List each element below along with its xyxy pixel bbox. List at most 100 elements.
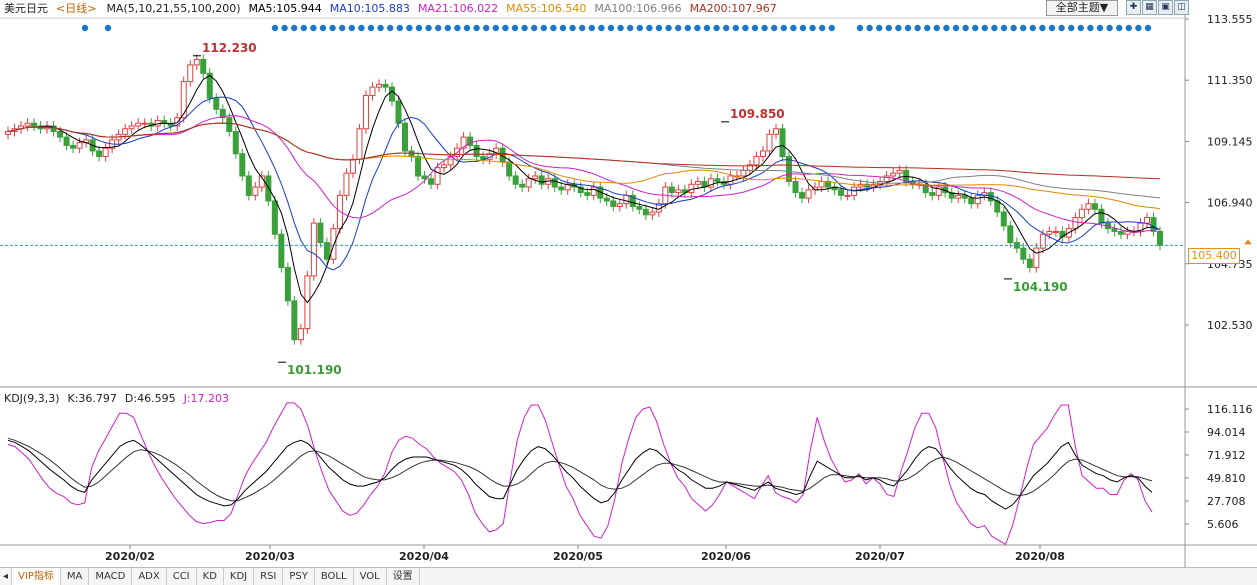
candle-body <box>629 194 636 207</box>
candle-body <box>219 108 226 119</box>
candle-body <box>1085 203 1092 210</box>
date-label: 2020/07 <box>855 550 905 563</box>
signal-dot <box>387 24 394 32</box>
ma10-value: MA10:105.883 <box>329 2 410 15</box>
signal-dot <box>104 24 112 32</box>
candle-body <box>252 186 259 196</box>
candle-body <box>245 175 252 196</box>
signal-dot <box>454 24 461 32</box>
candle-body <box>102 147 109 158</box>
tab-vip[interactable]: VIP指标 <box>12 568 61 585</box>
window-layout-icon[interactable]: ▣ <box>1158 0 1173 15</box>
tab-vol[interactable]: VOL <box>354 568 387 585</box>
signal-dot <box>406 24 413 32</box>
tab-kd[interactable]: KD <box>197 568 224 585</box>
candle-body <box>636 205 643 210</box>
grid-layout-icon[interactable]: ▦ <box>1142 0 1157 15</box>
kdj-tick-label: 49.810 <box>1207 472 1246 485</box>
signal-dot <box>856 24 864 32</box>
tab-adx[interactable]: ADX <box>132 568 167 585</box>
period-selector[interactable]: <日线> <box>56 2 97 15</box>
signal-dot <box>828 24 835 32</box>
candle-body <box>428 178 435 185</box>
candle-body <box>799 192 806 199</box>
tab-prev[interactable]: ◂ <box>0 568 13 585</box>
candle-body <box>1143 217 1150 224</box>
candle-body <box>128 125 135 130</box>
crosshair-icon[interactable]: ✚ <box>1126 0 1141 15</box>
low-annotation: 104.190 <box>1013 280 1068 294</box>
candle-body <box>441 164 448 169</box>
candle-body <box>890 172 897 177</box>
signal-dot <box>1087 24 1094 32</box>
ma100-value: MA100:106.966 <box>594 2 682 15</box>
signal-dot <box>425 24 432 32</box>
candle-body <box>1091 203 1098 210</box>
candle-body <box>291 300 298 341</box>
signal-dot <box>1048 24 1056 32</box>
candle-body <box>193 58 200 66</box>
split-layout-icon[interactable]: ◫ <box>1174 0 1189 15</box>
signal-dot <box>1068 24 1075 32</box>
candle-body <box>610 200 617 207</box>
signal-dot <box>904 24 912 32</box>
candle-body <box>265 175 272 202</box>
signal-dot <box>991 24 998 32</box>
tab-psy[interactable]: PSY <box>283 568 315 585</box>
candle-body <box>213 97 220 110</box>
theme-dropdown-button[interactable]: 全部主题▼ <box>1046 0 1118 16</box>
kdj-tick-label: 71.912 <box>1207 449 1246 462</box>
indicator-tabs: ◂ VIP指标 MA MACD ADX CCI KD KDJ RSI PSY B… <box>0 567 1257 585</box>
signal-dot <box>895 24 902 32</box>
candle-body <box>135 122 142 127</box>
ma200-line <box>7 122 1161 180</box>
signal-dot <box>339 24 346 32</box>
ma-params: MA(5,10,21,55,100,200) <box>106 2 241 15</box>
candle-body <box>1157 230 1163 246</box>
candle-body <box>1007 225 1014 244</box>
signal-dot <box>1144 24 1152 32</box>
tab-rsi[interactable]: RSI <box>254 568 284 585</box>
tab-macd[interactable]: MACD <box>89 568 133 585</box>
candle-body <box>5 131 11 135</box>
signal-dot <box>300 24 307 32</box>
kdj-k-value: K:36.797 <box>67 392 117 405</box>
tab-cci[interactable]: CCI <box>167 568 197 585</box>
candle-body <box>239 153 246 177</box>
candle-body <box>838 189 845 196</box>
signal-dot <box>396 24 403 32</box>
candle-body <box>434 167 441 185</box>
kdj-tick-label: 94.014 <box>1207 426 1246 439</box>
candle-body <box>1117 230 1124 235</box>
candle-body <box>330 228 337 260</box>
candle-body <box>200 58 207 74</box>
date-label: 2020/05 <box>553 550 603 563</box>
kdj-tick-label: 27.708 <box>1207 495 1246 508</box>
candle-body <box>70 144 77 149</box>
tab-settings[interactable]: 设置 <box>387 568 420 585</box>
candle-body <box>1078 208 1085 219</box>
tab-kdj[interactable]: KDJ <box>224 568 255 585</box>
tab-ma[interactable]: MA <box>61 568 90 585</box>
ma5-line <box>7 74 1161 304</box>
candle-body <box>284 267 291 302</box>
candle-body <box>278 233 285 269</box>
candle-body <box>538 175 545 185</box>
candle-body <box>525 178 532 188</box>
candle-body <box>935 186 942 196</box>
candle-body <box>473 144 480 158</box>
candle-body <box>616 203 623 207</box>
last-price-marker <box>1244 239 1252 245</box>
candle-body <box>968 197 975 205</box>
candle-body <box>323 242 330 260</box>
candle-body <box>675 189 682 194</box>
candle-body <box>415 156 422 177</box>
candle-body <box>786 156 793 183</box>
signal-dot <box>569 24 576 32</box>
ma21-value: MA21:106.022 <box>417 2 499 15</box>
tab-boll[interactable]: BOLL <box>315 568 354 585</box>
candle-body <box>382 83 389 88</box>
candle-body <box>740 169 747 177</box>
chart-canvas[interactable]: 113.555111.350109.145106.940104.735102.5… <box>0 0 1257 567</box>
kdj-d-value: D:46.595 <box>124 392 176 405</box>
